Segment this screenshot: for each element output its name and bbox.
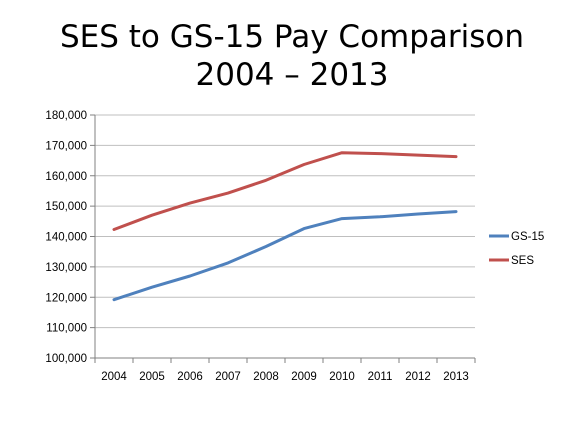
- y-axis-tick-labels: 100,000 110,000 120,000 130,000 140,000 150,0…: [45, 110, 87, 365]
- legend: GS-15 SES: [489, 231, 544, 267]
- series-line-gs-15: [112, 210, 458, 302]
- legend-label: SES: [511, 255, 534, 267]
- chart-title-line1: SES to GS-15 Pay Comparison: [59, 19, 525, 55]
- y-tick-label: 120,000: [45, 292, 87, 304]
- y-tick-label: 180,000: [45, 110, 87, 122]
- x-tick-label: 2004: [101, 371, 127, 383]
- series-line-ses: [112, 151, 458, 231]
- x-tick-label: 2005: [139, 371, 165, 383]
- y-tick-label: 140,000: [45, 232, 87, 244]
- y-tick-label: 110,000: [46, 323, 87, 335]
- axes: [90, 114, 476, 363]
- chart-title: SES to GS-15 Pay Comparison 2004 – 2013: [0, 18, 584, 94]
- x-tick-label: 2013: [443, 371, 469, 383]
- x-tick-label: 2008: [253, 371, 279, 383]
- gridlines: [95, 114, 475, 329]
- y-tick-label: 130,000: [45, 262, 87, 274]
- x-tick-label: 2011: [368, 371, 393, 383]
- x-tick-label: 2009: [291, 371, 317, 383]
- legend-label: GS-15: [511, 231, 544, 243]
- y-tick-label: 100,000: [45, 353, 87, 365]
- chart-title-line2: 2004 – 2013: [195, 57, 389, 93]
- y-tick-label: 150,000: [45, 201, 87, 213]
- x-tick-label: 2007: [215, 371, 241, 383]
- x-axis-tick-labels: 2004 2005 2006 2007 2008 2009 2010 2011 2012 2013: [101, 371, 469, 383]
- y-tick-label: 160,000: [45, 171, 87, 183]
- x-tick-label: 2010: [329, 371, 355, 383]
- y-tick-label: 170,000: [45, 140, 87, 152]
- x-tick-label: 2012: [405, 371, 431, 383]
- x-tick-label: 2006: [177, 371, 203, 383]
- series-lines: [112, 151, 458, 302]
